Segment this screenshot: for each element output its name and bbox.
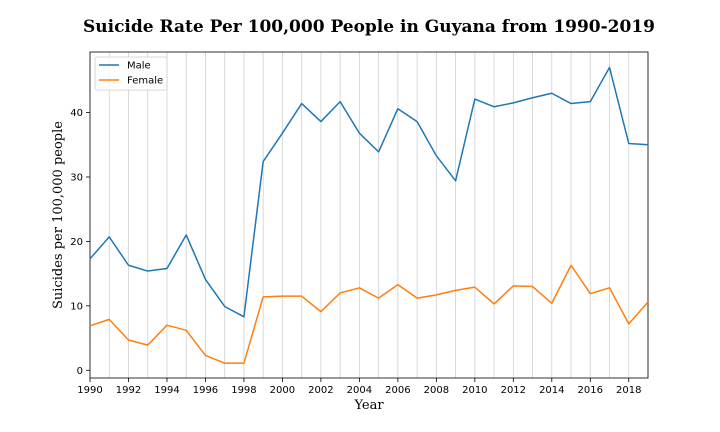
x-tick-label: 2000: [270, 385, 295, 396]
y-tick-label: 30: [70, 172, 83, 183]
x-tick-label: 2006: [385, 385, 410, 396]
plot-area-frame: [89, 51, 649, 379]
x-tick-label: 1992: [116, 385, 141, 396]
series-lines: [89, 66, 649, 364]
x-tick-label: 1996: [193, 385, 218, 396]
y-tick-label: 0: [77, 366, 83, 377]
series-line-male: [89, 66, 649, 318]
x-tick-label: 2012: [501, 385, 526, 396]
x-tick-label: 2004: [347, 385, 372, 396]
x-tick-label: 2018: [616, 385, 641, 396]
x-tick-label: 2016: [578, 385, 603, 396]
y-tick-label: 20: [70, 237, 83, 248]
x-tick-label: 1990: [77, 385, 102, 396]
y-tick-label: 40: [70, 108, 83, 119]
chart-title: Suicide Rate Per 100,000 People in Guyan…: [83, 17, 655, 37]
x-tick-label: 2014: [539, 385, 564, 396]
y-axis-ticks: 0 10 20 30 40: [70, 108, 90, 377]
legend-label-female: Female: [127, 76, 163, 87]
x-axis-label: Year: [353, 398, 384, 413]
y-tick-label: 10: [70, 301, 83, 312]
y-axis-label: Suicides per 100,000 people: [51, 121, 66, 309]
x-tick-label: 1998: [231, 385, 256, 396]
x-axis-ticks: 1990 1992 1994 1996 1998 2000 2002 2004 2006 2008…: [77, 378, 641, 396]
x-tick-label: 2010: [462, 385, 487, 396]
x-tick-label: 1994: [154, 385, 179, 396]
x-tick-label: 2002: [308, 385, 333, 396]
legend-label-male: Male: [127, 61, 151, 72]
legend: Male Female: [94, 56, 168, 91]
x-tick-label: 2008: [424, 385, 449, 396]
series-line-female: [89, 264, 649, 364]
grid-lines: [89, 52, 649, 378]
